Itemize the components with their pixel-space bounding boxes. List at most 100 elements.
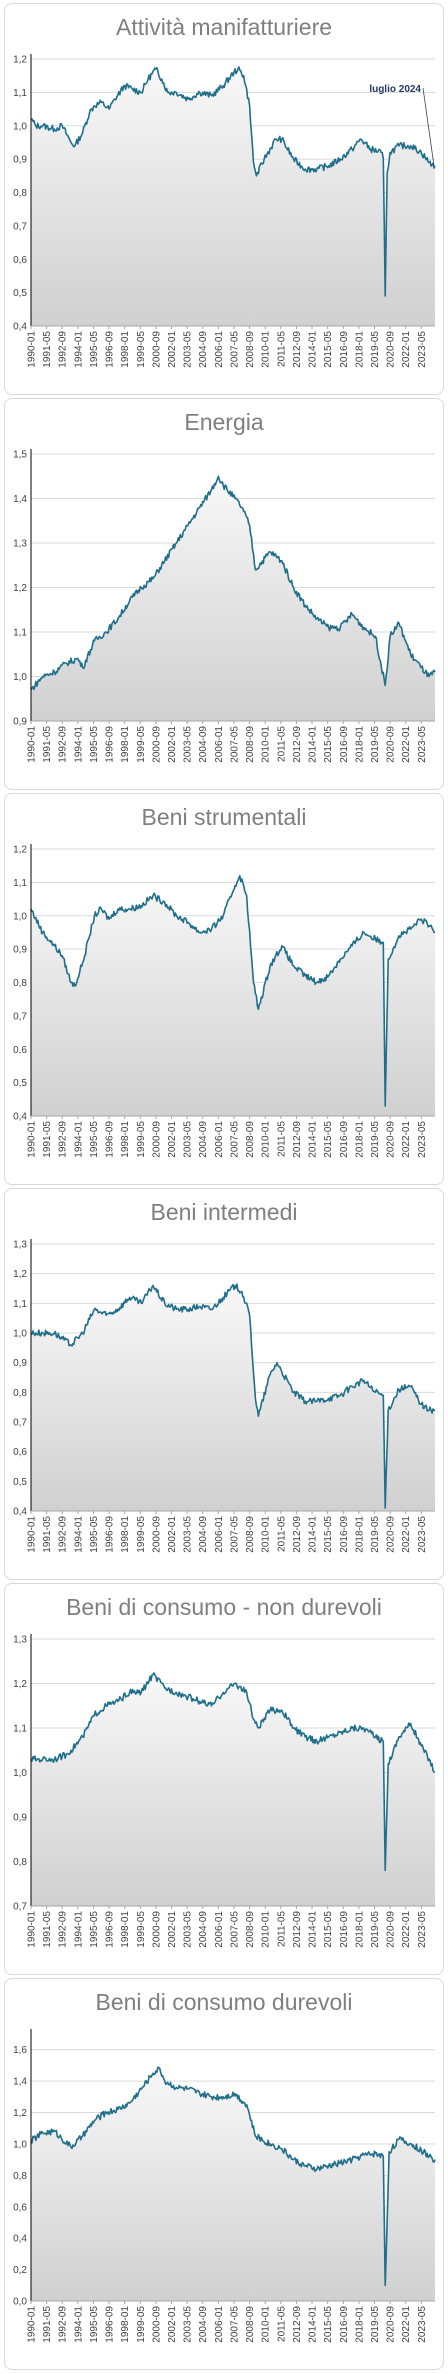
series-area: [31, 67, 435, 326]
y-tick-label: 0,5: [13, 1477, 27, 1488]
x-tick-label: 2010-01: [261, 726, 272, 763]
x-tick-label: 2023-05: [417, 1911, 428, 1948]
x-tick-label: 2003-05: [183, 2306, 194, 2343]
x-tick-label: 1998-01: [120, 331, 131, 368]
x-tick-label: 2004-09: [198, 1911, 209, 1948]
x-tick-label: 2008-09: [245, 1911, 256, 1948]
chart-panel: Attività manifatturiere 0,4 0,5 0,6 0,7 0,8 0,…: [4, 3, 444, 395]
y-tick-label: 0,8: [13, 1857, 27, 1868]
series-line: [30, 2066, 436, 2287]
y-tick-label: 1,2: [13, 55, 27, 66]
chart-panel: Beni intermedi 0,4 0,5 0,6 0,7 0,8 0,9 1,0 1,1 1,…: [4, 1188, 444, 1580]
x-tick-label: 2016-09: [339, 1911, 350, 1948]
x-tick-label: 2002-01: [167, 1911, 178, 1948]
x-tick-label: 1996-09: [105, 726, 116, 763]
series-line: [30, 66, 436, 297]
chart-plot: 0,7 0,8 0,9 1,0 1,1 1,2 1,3 1990-01 1991-05 1992-…: [13, 1634, 436, 1948]
x-tick-label: 2020-09: [386, 1121, 397, 1158]
x-tick-label: 2023-05: [417, 726, 428, 763]
x-tick-label: 1991-05: [42, 726, 53, 763]
x-tick-label: 1996-09: [105, 1121, 116, 1158]
y-tick-label: 0,2: [13, 2265, 27, 2276]
series-line: [30, 475, 436, 691]
x-tick-label: 1991-05: [42, 1516, 53, 1553]
x-tick-label: 1998-01: [120, 2306, 131, 2343]
x-tick-label: 2010-01: [261, 2306, 272, 2343]
y-tick-label: 0,7: [13, 1418, 27, 1429]
x-tick-label: 2014-01: [308, 726, 319, 763]
x-tick-label: 2018-01: [354, 331, 365, 368]
y-tick-label: 0,8: [13, 978, 27, 989]
x-tick-label: 1996-09: [105, 1516, 116, 1553]
x-tick-label: 1999-05: [136, 726, 147, 763]
x-tick-label: 2018-01: [354, 726, 365, 763]
x-tick-label: 2007-05: [229, 1516, 240, 1553]
x-tick-label: 2022-01: [401, 1911, 412, 1948]
y-tick-label: 1,2: [13, 1269, 27, 1280]
y-tick-label: 1,4: [13, 494, 27, 505]
x-tick-label: 2015-05: [323, 331, 334, 368]
x-tick-label: 1992-09: [58, 1516, 69, 1553]
x-tick-label: 2014-01: [308, 1516, 319, 1553]
chart-plot: 0,4 0,5 0,6 0,7 0,8 0,9 1,0 1,1 1,2 1,3 1990-01 199…: [13, 1239, 436, 1553]
x-tick-label: 1992-09: [58, 1911, 69, 1948]
chart-panel: Beni strumentali 0,4 0,5 0,6 0,7 0,8 0,9 1,0 1,1…: [4, 793, 444, 1185]
x-tick-label: 1996-09: [105, 1911, 116, 1948]
chart-title: Beni strumentali: [141, 804, 307, 830]
x-tick-label: 1992-09: [58, 2306, 69, 2343]
y-tick-label: 1,4: [13, 2077, 27, 2088]
x-tick-label: 2018-01: [354, 1911, 365, 1948]
chart-title: Beni di consumo - non durevoli: [66, 1594, 382, 1620]
x-tick-label: 2003-05: [183, 1516, 194, 1553]
x-tick-label: 2011-05: [276, 1911, 287, 1947]
x-tick-label: 1990-01: [27, 2306, 38, 2343]
x-tick-label: 2002-01: [167, 1121, 178, 1158]
x-tick-label: 2018-01: [354, 1516, 365, 1553]
x-tick-label: 2014-01: [308, 1121, 319, 1158]
chart-title: Beni intermedi: [150, 1199, 298, 1225]
x-tick-label: 2012-09: [292, 726, 303, 763]
x-tick-label: 2000-09: [151, 726, 162, 763]
chart-title: Attività manifatturiere: [115, 14, 333, 40]
x-tick-label: 2022-01: [401, 2306, 412, 2343]
series-area: [31, 1673, 435, 1906]
x-tick-label: 2007-05: [229, 1911, 240, 1948]
x-tick-label: 2008-09: [245, 2306, 256, 2343]
y-tick-label: 0,8: [13, 188, 27, 199]
x-tick-label: 2006-01: [214, 1121, 225, 1158]
x-tick-label: 2002-01: [167, 726, 178, 763]
x-tick-label: 2019-05: [370, 1121, 381, 1158]
x-tick-label: 2022-01: [401, 726, 412, 763]
annotation-leader: [422, 87, 435, 166]
x-tick-label: 2014-01: [308, 331, 319, 368]
y-tick-label: 0,8: [13, 2171, 27, 2182]
x-tick-label: 1994-01: [73, 1911, 84, 1948]
chart-panel: Energia 0,9 1,0 1,1 1,2 1,3 1,4 1,5 1990-01 1991-…: [4, 398, 444, 790]
y-tick-label: 1,0: [13, 911, 27, 922]
x-tick-label: 2004-09: [198, 726, 209, 763]
y-tick-label: 0,0: [13, 2297, 27, 2308]
y-tick-label: 0,4: [13, 1507, 27, 1518]
chart-panel: Beni di consumo durevoli 0,0 0,2 0,4 0,6 0,8 1…: [4, 1978, 444, 2370]
x-tick-label: 2011-05: [276, 1516, 287, 1552]
y-tick-label: 0,6: [13, 2202, 27, 2213]
x-tick-label: 2010-01: [261, 331, 272, 368]
x-tick-label: 2016-09: [339, 1516, 350, 1553]
x-tick-label: 2023-05: [417, 2306, 428, 2343]
x-tick-label: 2007-05: [229, 726, 240, 763]
x-tick-label: 2010-01: [261, 1121, 272, 1158]
x-tick-label: 1994-01: [73, 331, 84, 368]
x-tick-label: 2006-01: [214, 2306, 225, 2343]
y-tick-label: 1,0: [13, 121, 27, 132]
x-tick-label: 2002-01: [167, 331, 178, 368]
x-tick-label: 1990-01: [27, 1911, 38, 1948]
y-tick-label: 1,0: [13, 672, 27, 683]
x-tick-label: 1999-05: [136, 1516, 147, 1553]
y-tick-label: 0,4: [13, 1112, 27, 1123]
x-tick-label: 2004-09: [198, 1121, 209, 1158]
x-tick-label: 2000-09: [151, 1911, 162, 1948]
x-tick-label: 1995-05: [89, 1516, 100, 1553]
x-tick-label: 2019-05: [370, 1911, 381, 1948]
x-tick-label: 2012-09: [292, 1516, 303, 1553]
x-tick-label: 2022-01: [401, 1121, 412, 1158]
